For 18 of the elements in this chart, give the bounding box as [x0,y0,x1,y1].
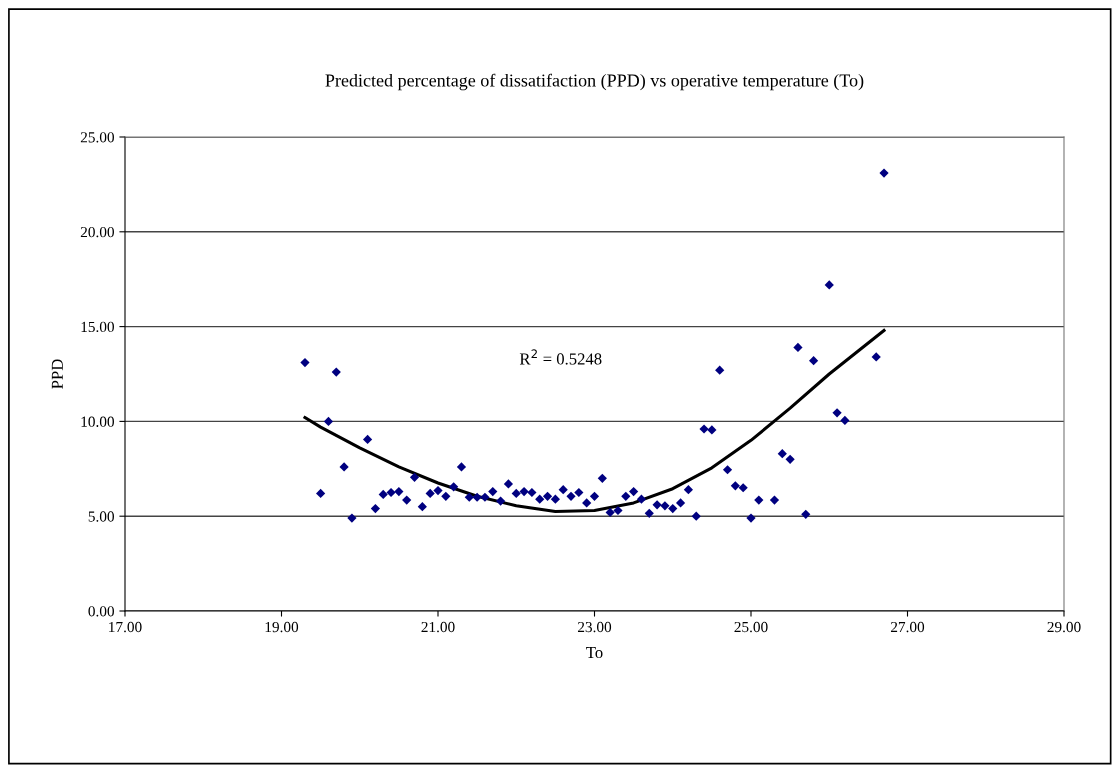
x-tick-label: 21.00 [421,621,455,633]
y-tick-label: 0.00 [88,606,114,617]
x-tick-label: 23.00 [577,621,612,633]
line-series [303,328,886,513]
y-tick-label: 15.00 [81,321,114,333]
y-tick-label: 5.00 [88,511,114,522]
y-tick-label: 20.00 [80,226,114,238]
x-tick-label: 29.00 [1047,621,1081,633]
x-axis-title: To [586,647,603,659]
x-tick-label: 25.00 [734,621,768,633]
chart-title: Predicted percentage of dissatifaction (PPD) vs operative temperature (To) [325,73,864,91]
y-axis-title: PPD [51,359,63,389]
y-tick-label: 25.00 [80,132,114,143]
x-tick-label: 19.00 [265,621,299,633]
x-tick-label: 17.00 [109,621,142,633]
x-tick-label: 27.00 [890,621,925,633]
y-tick-label: 10.00 [81,416,114,427]
annotation: R$^{2}$ = 0.5248 [519,349,602,365]
